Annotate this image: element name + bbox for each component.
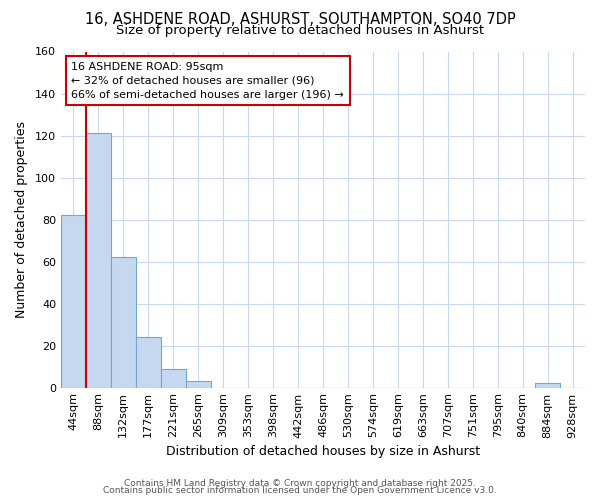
Bar [186,382,211,388]
Text: Contains HM Land Registry data © Crown copyright and database right 2025.: Contains HM Land Registry data © Crown c… [124,478,476,488]
Text: Size of property relative to detached houses in Ashurst: Size of property relative to detached ho… [116,24,484,37]
X-axis label: Distribution of detached houses by size in Ashurst: Distribution of detached houses by size … [166,444,480,458]
Text: 16 ASHDENE ROAD: 95sqm
← 32% of detached houses are smaller (96)
66% of semi-det: 16 ASHDENE ROAD: 95sqm ← 32% of detached… [71,62,344,100]
Bar [111,258,136,388]
Bar [535,384,560,388]
Bar [136,337,161,388]
Bar [161,368,186,388]
Bar [86,134,111,388]
Bar [61,216,86,388]
Text: Contains public sector information licensed under the Open Government Licence v3: Contains public sector information licen… [103,486,497,495]
Y-axis label: Number of detached properties: Number of detached properties [15,121,28,318]
Text: 16, ASHDENE ROAD, ASHURST, SOUTHAMPTON, SO40 7DP: 16, ASHDENE ROAD, ASHURST, SOUTHAMPTON, … [85,12,515,28]
